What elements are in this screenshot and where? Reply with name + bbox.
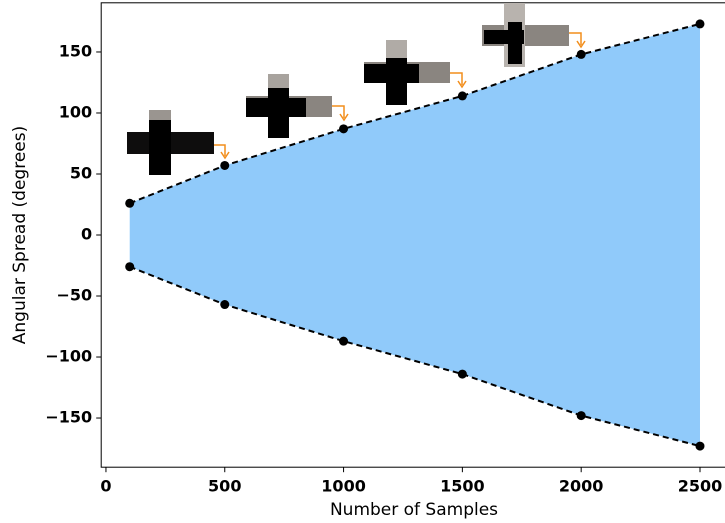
thumbnails [127, 3, 586, 175]
y-tick-label: 150 [59, 41, 92, 60]
y-tick-label: −100 [45, 347, 92, 366]
thumbnail [482, 3, 586, 67]
point [125, 262, 135, 272]
thumbnail [127, 110, 230, 175]
point [576, 49, 586, 59]
x-tick-label: 1500 [440, 477, 485, 496]
point [457, 91, 467, 101]
point [695, 441, 705, 451]
point [220, 300, 230, 310]
x-tick-label: 2500 [678, 477, 723, 496]
dashed-line [129, 265, 701, 448]
y-tick-label: −150 [45, 408, 92, 427]
x-tick-label: 0 [100, 477, 111, 496]
x-tick-label: 500 [208, 477, 241, 496]
thumbnail [246, 74, 349, 138]
dashed-line [129, 22, 701, 205]
spread-area [129, 23, 700, 447]
point [125, 198, 135, 208]
y-tick-label: −50 [57, 286, 93, 305]
y-tick-label: 100 [59, 102, 92, 121]
y-tick-label: 0 [81, 225, 92, 244]
point [457, 369, 467, 379]
point [339, 336, 349, 346]
point [695, 19, 705, 29]
x-tick-label: 2000 [559, 477, 604, 496]
y-tick-label: 50 [70, 163, 92, 182]
x-tick-label: 1000 [321, 477, 366, 496]
y-axis-label: Angular Spread (degrees) [10, 126, 30, 344]
x-axis-label: Number of Samples [330, 500, 498, 520]
thumbnail [364, 40, 467, 105]
point [220, 160, 230, 170]
point [576, 411, 586, 421]
point [339, 124, 349, 134]
